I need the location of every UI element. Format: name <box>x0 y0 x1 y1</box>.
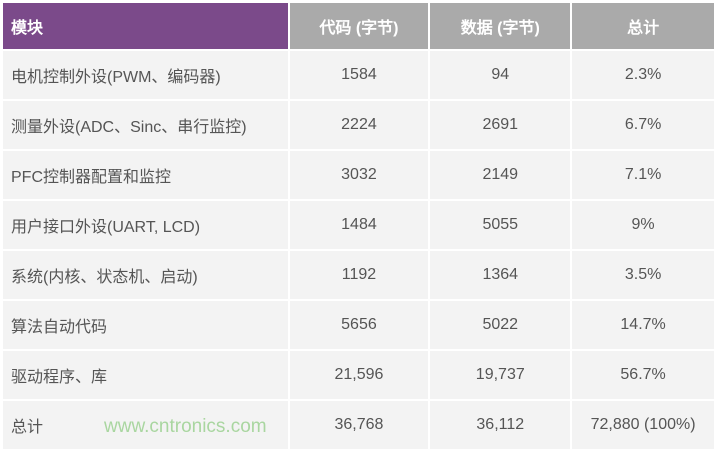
cell-total: 7.1% <box>572 151 714 199</box>
cell-code-bytes: 21,596 <box>289 351 429 399</box>
cell-total: 72,880 (100%) <box>572 401 714 449</box>
cell-code-bytes: 1192 <box>289 251 429 299</box>
cell-total: 6.7% <box>572 101 714 149</box>
table-row: 算法自动代码 5656 5022 14.7% <box>3 301 714 349</box>
table-row: 总计 36,768 36,112 72,880 (100%) <box>3 401 714 449</box>
cell-code-bytes: 5656 <box>289 301 429 349</box>
cell-data-bytes: 1364 <box>430 251 571 299</box>
cell-data-bytes: 5022 <box>430 301 571 349</box>
cell-module: 算法自动代码 <box>3 301 288 349</box>
cell-module: 系统(内核、状态机、启动) <box>3 251 288 299</box>
table-row: 用户接口外设(UART, LCD) 1484 5055 9% <box>3 201 714 249</box>
header-module: 模块 <box>3 3 288 49</box>
cell-code-bytes: 2224 <box>289 101 429 149</box>
cell-module: PFC控制器配置和监控 <box>3 151 288 199</box>
table-row: 系统(内核、状态机、启动) 1192 1364 3.5% <box>3 251 714 299</box>
cell-module: 用户接口外设(UART, LCD) <box>3 201 288 249</box>
cell-data-bytes: 2149 <box>430 151 571 199</box>
table-row: 驱动程序、库 21,596 19,737 56.7% <box>3 351 714 399</box>
cell-module: 总计 <box>3 401 288 449</box>
cell-code-bytes: 3032 <box>289 151 429 199</box>
cell-data-bytes: 2691 <box>430 101 571 149</box>
cell-module: 驱动程序、库 <box>3 351 288 399</box>
cell-total: 56.7% <box>572 351 714 399</box>
cell-total: 9% <box>572 201 714 249</box>
cell-data-bytes: 94 <box>430 51 571 99</box>
cell-code-bytes: 1484 <box>289 201 429 249</box>
cell-code-bytes: 36,768 <box>289 401 429 449</box>
header-data-bytes: 数据 (字节) <box>430 3 571 49</box>
cell-code-bytes: 1584 <box>289 51 429 99</box>
header-row: 模块 代码 (字节) 数据 (字节) 总计 <box>3 3 714 49</box>
table-row: 测量外设(ADC、Sinc、串行监控) 2224 2691 6.7% <box>3 101 714 149</box>
cell-data-bytes: 36,112 <box>430 401 571 449</box>
cell-data-bytes: 19,737 <box>430 351 571 399</box>
header-code-bytes: 代码 (字节) <box>289 3 429 49</box>
cell-module: 测量外设(ADC、Sinc、串行监控) <box>3 101 288 149</box>
cell-module: 电机控制外设(PWM、编码器) <box>3 51 288 99</box>
table-row: PFC控制器配置和监控 3032 2149 7.1% <box>3 151 714 199</box>
cell-total: 2.3% <box>572 51 714 99</box>
table-row: 电机控制外设(PWM、编码器) 1584 94 2.3% <box>3 51 714 99</box>
watermark: www.cntronics.com <box>104 416 267 437</box>
cell-total: 14.7% <box>572 301 714 349</box>
cell-total: 3.5% <box>572 251 714 299</box>
header-total: 总计 <box>572 3 714 49</box>
cell-data-bytes: 5055 <box>430 201 571 249</box>
